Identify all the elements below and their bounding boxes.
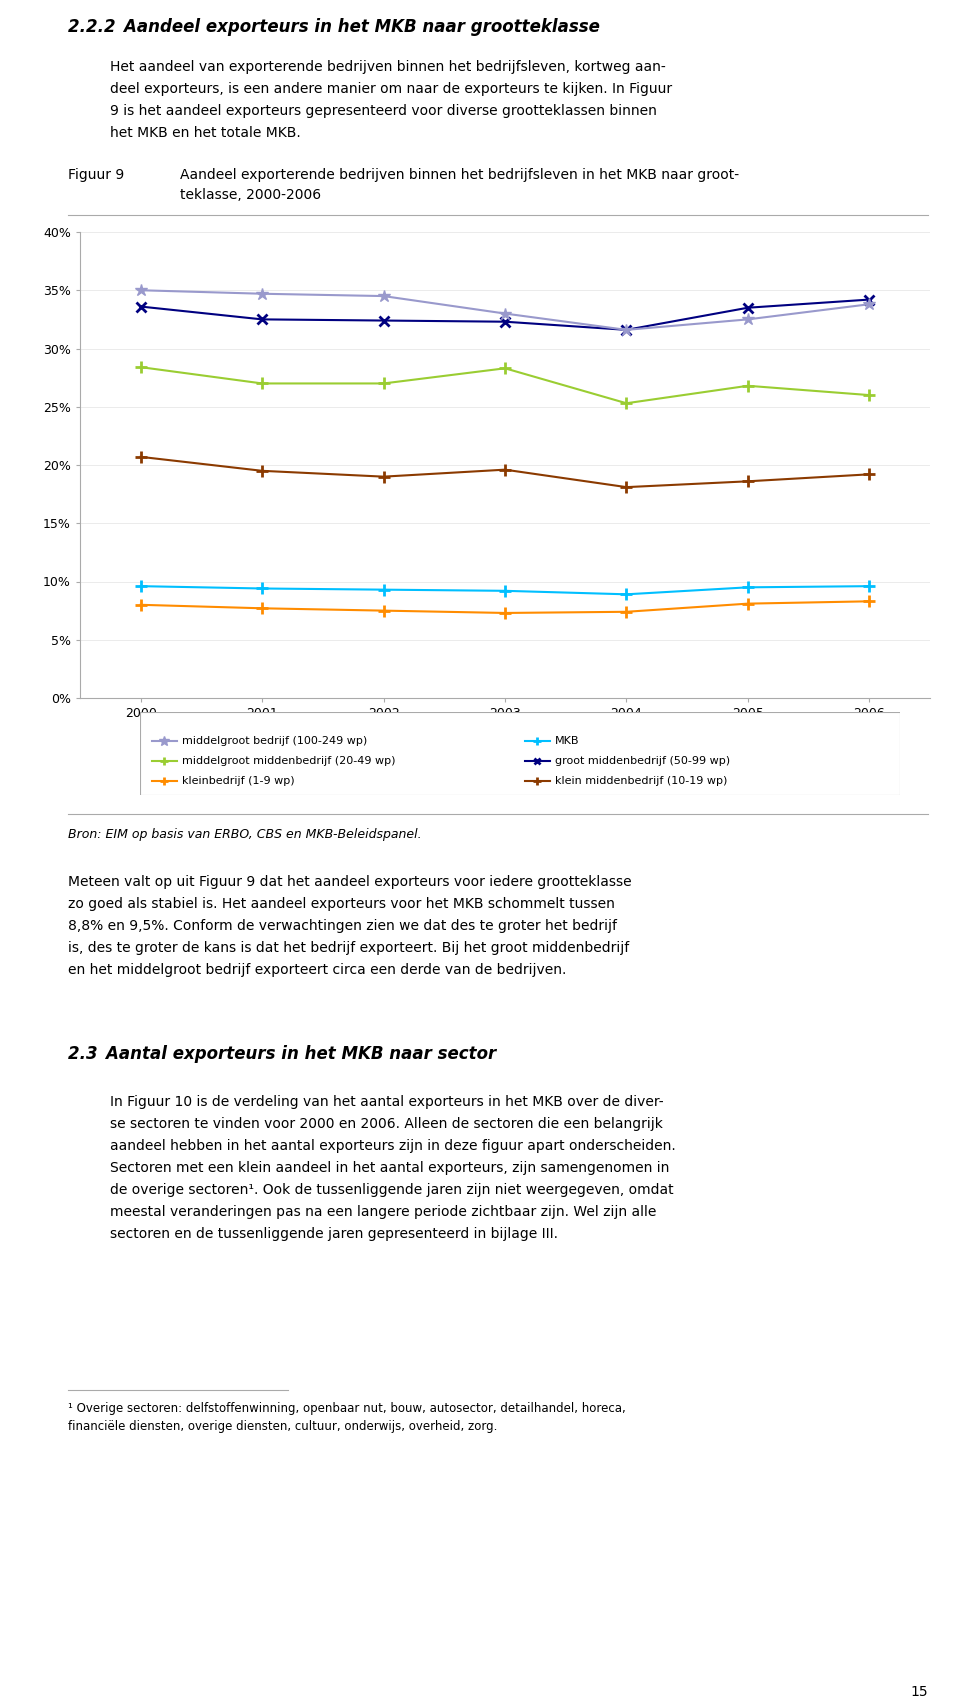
Text: aandeel hebben in het aantal exporteurs zijn in deze figuur apart onderscheiden.: aandeel hebben in het aantal exporteurs … [110, 1139, 676, 1153]
Text: Meteen valt op uit Figuur 9 dat het aandeel exporteurs voor iedere grootteklasse: Meteen valt op uit Figuur 9 dat het aand… [68, 875, 632, 889]
middelgroot bedrijf (100-249 wp) [864, 295, 876, 315]
MKB [621, 584, 633, 605]
middelgroot bedrijf (100-249 wp) [621, 320, 633, 341]
Text: 9 is het aandeel exporteurs gepresenteerd voor diverse grootteklassen binnen: 9 is het aandeel exporteurs gepresenteer… [110, 104, 657, 118]
kleinbedrijf (1-9 wp) [256, 598, 268, 618]
kleinbedrijf (1-9 wp) [378, 601, 390, 622]
Line: middelgroot bedrijf (100-249 wp): middelgroot bedrijf (100-249 wp) [134, 284, 876, 335]
Text: Bron: EIM op basis van ERBO, CBS en MKB-Beleidspanel.: Bron: EIM op basis van ERBO, CBS en MKB-… [68, 828, 421, 841]
groot middenbedrijf (50-99 wp) [864, 290, 876, 310]
middelgroot bedrijf (100-249 wp) [499, 303, 511, 324]
middelgroot middenbedrijf (20-49 wp) [742, 376, 754, 397]
Text: Het aandeel van exporterende bedrijven binnen het bedrijfsleven, kortweg aan-: Het aandeel van exporterende bedrijven b… [110, 60, 665, 73]
middelgroot middenbedrijf (20-49 wp) [135, 358, 147, 378]
klein middenbedrijf (10-19 wp) [864, 465, 876, 485]
klein middenbedrijf (10-19 wp) [135, 446, 147, 467]
middelgroot middenbedrijf (20-49 wp) [378, 373, 390, 393]
groot middenbedrijf (50-99 wp) [135, 296, 147, 317]
middelgroot bedrijf (100-249 wp) [378, 286, 390, 307]
MKB [378, 579, 390, 599]
groot middenbedrijf (50-99 wp) [378, 310, 390, 330]
Text: middelgroot middenbedrijf (20-49 wp): middelgroot middenbedrijf (20-49 wp) [182, 756, 396, 766]
Text: de overige sectoren¹. Ook de tussenliggende jaren zijn niet weergegeven, omdat: de overige sectoren¹. Ook de tussenligge… [110, 1184, 674, 1197]
kleinbedrijf (1-9 wp) [621, 601, 633, 622]
Text: Aandeel exporterende bedrijven binnen het bedrijfsleven in het MKB naar groot-: Aandeel exporterende bedrijven binnen he… [180, 169, 739, 182]
Text: klein middenbedrijf (10-19 wp): klein middenbedrijf (10-19 wp) [555, 777, 728, 787]
MKB [864, 576, 876, 596]
Line: klein middenbedrijf (10-19 wp): klein middenbedrijf (10-19 wp) [135, 451, 875, 492]
middelgroot middenbedrijf (20-49 wp) [499, 358, 511, 378]
Text: meestal veranderingen pas na een langere periode zichtbaar zijn. Wel zijn alle: meestal veranderingen pas na een langere… [110, 1206, 657, 1219]
klein middenbedrijf (10-19 wp) [499, 460, 511, 480]
Line: MKB: MKB [135, 581, 875, 599]
Text: 8,8% en 9,5%. Conform de verwachtingen zien we dat des te groter het bedrijf: 8,8% en 9,5%. Conform de verwachtingen z… [68, 920, 617, 933]
Text: sectoren en de tussenliggende jaren gepresenteerd in bijlage III.: sectoren en de tussenliggende jaren gepr… [110, 1226, 558, 1241]
Line: kleinbedrijf (1-9 wp): kleinbedrijf (1-9 wp) [135, 596, 875, 618]
middelgroot bedrijf (100-249 wp) [256, 283, 268, 303]
Line: middelgroot middenbedrijf (20-49 wp): middelgroot middenbedrijf (20-49 wp) [135, 361, 875, 409]
MKB [135, 576, 147, 596]
Text: teklasse, 2000-2006: teklasse, 2000-2006 [180, 187, 322, 203]
groot middenbedrijf (50-99 wp) [256, 310, 268, 330]
klein middenbedrijf (10-19 wp) [621, 477, 633, 497]
Text: se sectoren te vinden voor 2000 en 2006. Alleen de sectoren die een belangrijk: se sectoren te vinden voor 2000 en 2006.… [110, 1117, 662, 1131]
Text: Figuur 9: Figuur 9 [68, 169, 124, 182]
MKB [256, 579, 268, 599]
kleinbedrijf (1-9 wp) [864, 591, 876, 611]
groot middenbedrijf (50-99 wp) [499, 312, 511, 332]
kleinbedrijf (1-9 wp) [499, 603, 511, 623]
Text: en het middelgroot bedrijf exporteert circa een derde van de bedrijven.: en het middelgroot bedrijf exporteert ci… [68, 962, 566, 978]
middelgroot middenbedrijf (20-49 wp) [621, 393, 633, 414]
Text: MKB: MKB [555, 736, 580, 746]
MKB [742, 577, 754, 598]
Text: middelgroot bedrijf (100-249 wp): middelgroot bedrijf (100-249 wp) [182, 736, 368, 746]
groot middenbedrijf (50-99 wp) [621, 320, 633, 341]
Text: zo goed als stabiel is. Het aandeel exporteurs voor het MKB schommelt tussen: zo goed als stabiel is. Het aandeel expo… [68, 897, 614, 911]
middelgroot middenbedrijf (20-49 wp) [864, 385, 876, 405]
Text: 2.3 Aantal exporteurs in het MKB naar sector: 2.3 Aantal exporteurs in het MKB naar se… [68, 1046, 496, 1063]
MKB [499, 581, 511, 601]
Text: 2.2.2 Aandeel exporteurs in het MKB naar grootteklasse: 2.2.2 Aandeel exporteurs in het MKB naar… [68, 19, 600, 36]
middelgroot middenbedrijf (20-49 wp) [256, 373, 268, 393]
klein middenbedrijf (10-19 wp) [256, 460, 268, 480]
Line: groot middenbedrijf (50-99 wp): groot middenbedrijf (50-99 wp) [136, 295, 875, 335]
Text: ¹ Overige sectoren: delfstoffenwinning, openbaar nut, bouw, autosector, detailha: ¹ Overige sectoren: delfstoffenwinning, … [68, 1402, 626, 1415]
Text: is, des te groter de kans is dat het bedrijf exporteert. Bij het groot middenbed: is, des te groter de kans is dat het bed… [68, 942, 629, 955]
Text: kleinbedrijf (1-9 wp): kleinbedrijf (1-9 wp) [182, 777, 295, 787]
groot middenbedrijf (50-99 wp) [742, 298, 754, 318]
middelgroot bedrijf (100-249 wp) [742, 310, 754, 330]
klein middenbedrijf (10-19 wp) [742, 472, 754, 492]
klein middenbedrijf (10-19 wp) [378, 467, 390, 487]
Text: financiële diensten, overige diensten, cultuur, onderwijs, overheid, zorg.: financiële diensten, overige diensten, c… [68, 1420, 497, 1432]
Text: groot middenbedrijf (50-99 wp): groot middenbedrijf (50-99 wp) [555, 756, 731, 766]
Text: In Figuur 10 is de verdeling van het aantal exporteurs in het MKB over de diver-: In Figuur 10 is de verdeling van het aan… [110, 1095, 663, 1109]
kleinbedrijf (1-9 wp) [742, 593, 754, 613]
kleinbedrijf (1-9 wp) [135, 594, 147, 615]
Text: Sectoren met een klein aandeel in het aantal exporteurs, zijn samengenomen in: Sectoren met een klein aandeel in het aa… [110, 1161, 669, 1175]
Text: deel exporteurs, is een andere manier om naar de exporteurs te kijken. In Figuur: deel exporteurs, is een andere manier om… [110, 82, 672, 95]
Text: het MKB en het totale MKB.: het MKB en het totale MKB. [110, 126, 300, 140]
middelgroot bedrijf (100-249 wp) [135, 279, 147, 300]
Text: 15: 15 [910, 1684, 928, 1700]
